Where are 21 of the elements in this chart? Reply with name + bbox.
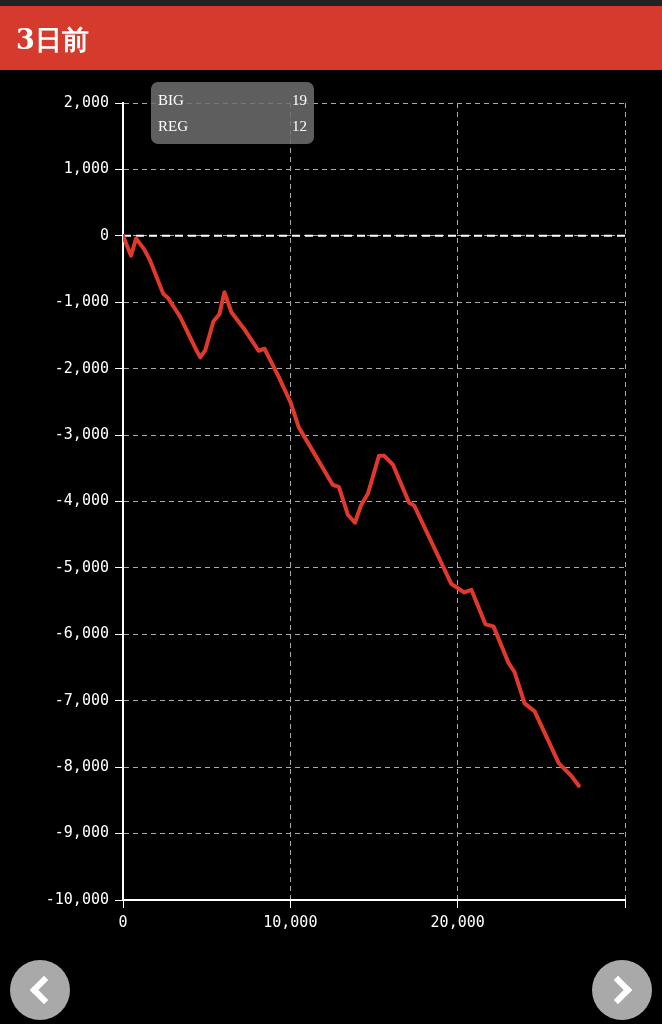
y-tick-label: -6,000 [54, 624, 109, 643]
annotation: 19 [292, 91, 307, 109]
x-tick-label: 0 [118, 912, 128, 931]
y-tick-label: -7,000 [54, 690, 109, 709]
y-tick-label: -3,000 [54, 424, 109, 443]
y-tick-label: -5,000 [54, 557, 109, 576]
y-tick-label: -2,000 [54, 358, 109, 377]
chart-title: 3日前 [16, 23, 89, 57]
y-tick-label: -10,000 [45, 889, 109, 908]
x-tick-label: 20,000 [430, 912, 485, 931]
y-tick-label: -8,000 [54, 757, 109, 776]
y-tick-label: 1,000 [63, 159, 109, 178]
annotation: BIG [158, 91, 185, 109]
annotation: 12 [292, 117, 307, 135]
annotation: REG [158, 117, 189, 135]
x-tick-label: 10,000 [263, 912, 318, 931]
y-tick-label: 0 [99, 225, 109, 244]
y-tick-label: -4,000 [54, 491, 109, 510]
y-tick-label: -9,000 [54, 823, 109, 842]
y-tick-label: -1,000 [54, 292, 109, 311]
y-tick-label: 2,000 [63, 92, 109, 111]
